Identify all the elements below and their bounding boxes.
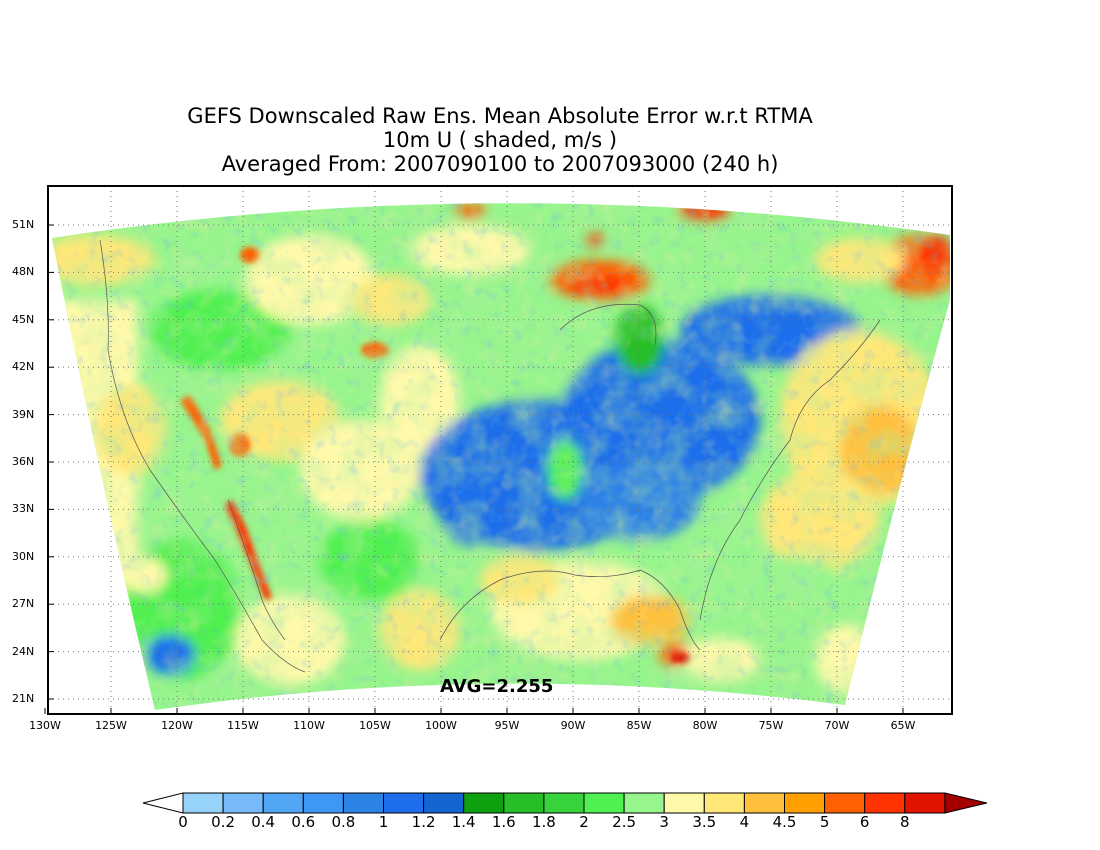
colorbar-swatch	[543, 792, 585, 814]
lon-label: 120W	[161, 719, 193, 732]
colorbar-swatch	[663, 792, 705, 814]
lat-label: 39N	[12, 407, 35, 421]
lat-label: 30N	[12, 549, 35, 563]
colorbar-swatch	[623, 792, 665, 814]
colorbar-swatch	[302, 792, 344, 814]
axis-ticks	[44, 224, 904, 714]
colorbar-over-arrow	[944, 792, 988, 814]
lat-label: 21N	[12, 692, 35, 705]
colorbar-swatch	[182, 792, 224, 814]
lat-label: 42N	[12, 360, 35, 374]
shaded-field	[52, 203, 950, 710]
lat-label: 48N	[12, 265, 35, 279]
title-line-3: Averaged From: 2007090100 to 2007093000 …	[221, 152, 779, 176]
colorbar	[142, 792, 988, 814]
colorbar-label: 4.5	[772, 813, 797, 831]
colorbar-label: 4	[739, 813, 750, 831]
lon-label: 95W	[494, 719, 520, 732]
lon-label: 130W	[29, 719, 61, 732]
lon-label: 125W	[95, 719, 127, 732]
lon-label: 100W	[425, 719, 457, 732]
colorbar-label: 0.4	[251, 813, 276, 831]
lat-label: 51N	[12, 218, 35, 231]
colorbar-swatch	[904, 792, 946, 814]
colorbar-label: 2	[579, 813, 589, 831]
colorbar-swatch	[463, 792, 505, 814]
lat-label: 24N	[12, 644, 35, 658]
lon-label: 75W	[758, 719, 784, 732]
colorbar-swatch	[503, 792, 545, 814]
colorbar-label: 3	[659, 813, 669, 831]
colorbar-label: 1	[378, 813, 389, 831]
lat-label: 36N	[12, 455, 35, 468]
title-line-1: GEFS Downscaled Raw Ens. Mean Absolute E…	[187, 104, 813, 128]
lat-label: 45N	[12, 312, 35, 326]
colorbar-swatch	[262, 792, 304, 814]
colorbar-label: 5	[819, 813, 830, 831]
colorbar-swatch	[222, 792, 264, 814]
colorbar-label: 0.2	[211, 813, 236, 831]
lon-label: 90W	[560, 719, 586, 732]
colorbar-label: 1.2	[411, 813, 436, 831]
lon-label: 115W	[227, 719, 259, 732]
colorbar-label: 1.6	[491, 813, 516, 831]
colorbar-swatch	[784, 792, 826, 814]
colorbar-label: 0	[178, 813, 188, 831]
lon-label: 70W	[824, 719, 850, 732]
graticule	[48, 186, 952, 714]
colorbar-swatch	[864, 792, 906, 814]
colorbar-label: 6	[859, 813, 870, 831]
colorbar-swatch	[824, 792, 866, 814]
field-texture-blue	[52, 203, 950, 710]
colorbar-swatch	[703, 792, 745, 814]
lon-label: 85W	[626, 719, 652, 732]
lon-label: 105W	[359, 719, 391, 732]
colorbar-label: 2.5	[612, 813, 637, 831]
colorbar-label: 3.5	[692, 813, 717, 831]
plot-frame	[47, 185, 953, 715]
colorbar-swatch	[583, 792, 625, 814]
colorbar-label: 1.4	[451, 813, 476, 831]
average-label: AVG=2.255	[440, 676, 554, 697]
colorbar-under-arrow	[142, 792, 184, 814]
colorbar-swatch	[383, 792, 425, 814]
colorbar-swatch	[743, 792, 786, 814]
colorbar-label: 0.8	[331, 813, 356, 831]
colorbar-swatch	[342, 792, 384, 814]
colorbar-label: 1.8	[531, 813, 556, 831]
lat-label: 27N	[12, 597, 35, 611]
lon-label: 110W	[293, 719, 325, 732]
lon-label: 80W	[692, 719, 718, 732]
colorbar-label: 0.6	[291, 813, 316, 831]
lon-label: 65W	[890, 719, 916, 732]
lat-label: 33N	[12, 502, 35, 516]
colorbar-swatch	[423, 792, 465, 814]
coastlines	[99, 239, 881, 673]
title-line-2: 10m U ( shaded, m/s )	[382, 128, 618, 152]
colorbar-label: 8	[900, 813, 910, 831]
